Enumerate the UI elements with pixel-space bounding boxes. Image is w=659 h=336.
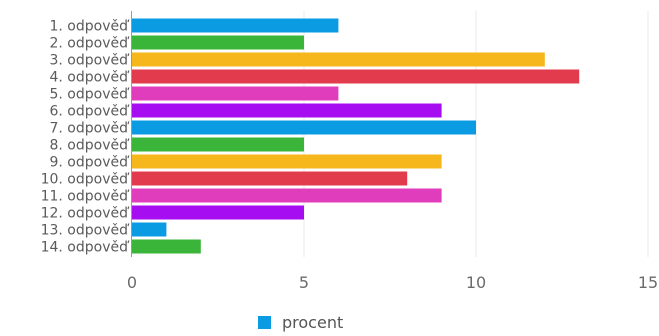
x-tick-label: 5	[299, 273, 309, 292]
bar-3	[132, 52, 545, 67]
bar-12	[132, 205, 304, 220]
legend: procent	[258, 313, 343, 332]
bar-11	[132, 188, 442, 203]
legend-swatch	[258, 316, 271, 329]
category-label: 7. odpověď	[50, 121, 131, 137]
category-label: 2. odpověď	[50, 36, 131, 52]
category-label: 3. odpověď	[50, 53, 131, 69]
bar-13	[132, 222, 167, 237]
x-tick-label: 15	[638, 273, 658, 292]
bar-6	[132, 103, 442, 118]
category-label: 11. odpověď	[41, 189, 131, 205]
bar-14	[132, 239, 201, 254]
bar-5	[132, 86, 339, 101]
category-label: 10. odpověď	[41, 172, 131, 188]
x-tick-labels: 0 5 10 15	[127, 273, 658, 292]
category-label: 5. odpověď	[50, 87, 131, 103]
x-tick-label: 0	[127, 273, 137, 292]
category-label: 13. odpověď	[41, 223, 131, 239]
bars	[132, 18, 580, 254]
bar-4	[132, 69, 580, 84]
category-label: 9. odpověď	[50, 155, 131, 171]
bar-9	[132, 154, 442, 169]
category-label: 1. odpověď	[50, 19, 131, 35]
bar-8	[132, 137, 304, 152]
category-label: 14. odpověď	[41, 240, 131, 256]
bar-10	[132, 171, 408, 186]
category-label: 8. odpověď	[50, 138, 131, 154]
legend-label: procent	[282, 313, 343, 332]
category-label: 6. odpověď	[50, 104, 131, 120]
category-label: 4. odpověď	[50, 70, 131, 86]
bar-2	[132, 35, 304, 50]
bar-1	[132, 18, 339, 33]
x-tick-label: 10	[466, 273, 486, 292]
bar-7	[132, 120, 476, 135]
category-label: 12. odpověď	[41, 206, 131, 222]
